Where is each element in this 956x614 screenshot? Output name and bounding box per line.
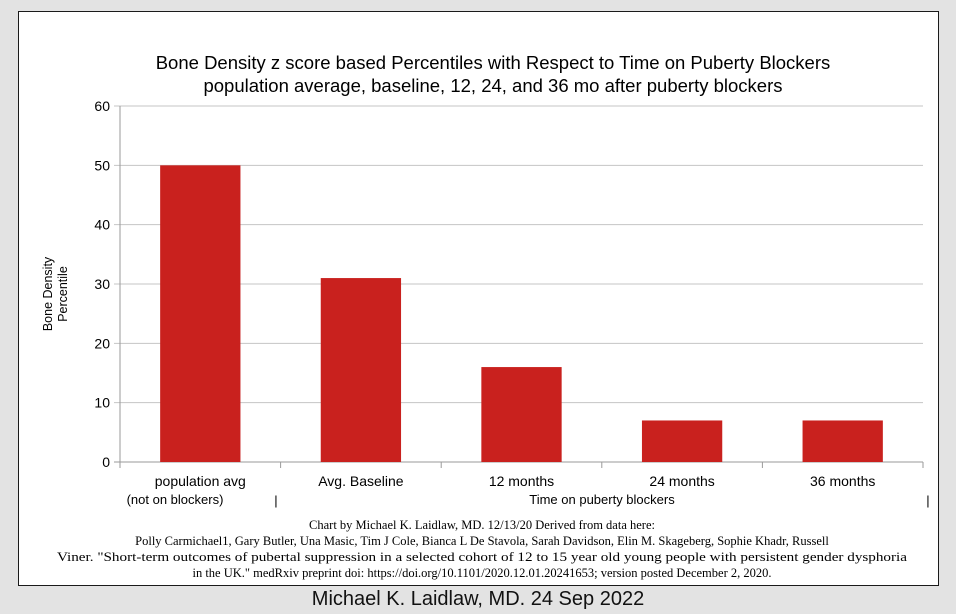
bars (160, 165, 883, 463)
y-tick-label: 40 (94, 217, 110, 233)
group-label-not-on-blockers: (not on blockers) (127, 492, 224, 507)
x-tick-label: 36 months (810, 473, 875, 489)
bar-36-months (802, 420, 883, 462)
bar-population-avg (160, 165, 241, 463)
credit-line-1: Chart by Michael K. Laidlaw, MD. 12/13/2… (309, 518, 655, 532)
bar-avg-baseline (320, 278, 402, 462)
y-tick-label: 20 (94, 335, 110, 351)
credit-line-2: Polly Carmichael1, Gary Butler, Una Masi… (135, 534, 829, 548)
bar-12-months (481, 367, 562, 462)
bar-24-months (641, 420, 723, 462)
x-tick-label: population avg (155, 473, 246, 489)
group-separator-left: | (274, 493, 277, 508)
group-label-time-on-blockers: Time on puberty blockers (529, 492, 675, 507)
x-tick-label: Avg. Baseline (318, 473, 404, 489)
y-tick-label: 0 (102, 454, 110, 470)
y-tick-label: 10 (94, 395, 110, 411)
y-axis-label-line1: Bone Density (41, 256, 55, 331)
y-axis-label-line2: Percentile (56, 266, 70, 322)
y-tick-label: 50 (94, 157, 110, 173)
y-axis-ticks: 0 10 20 30 40 50 60 (94, 98, 110, 470)
credit-line-4: in the UK." medRxiv preprint doi: https:… (192, 566, 771, 580)
x-tick-label: 12 months (489, 473, 554, 489)
chart-subtitle: population average, baseline, 12, 24, an… (203, 75, 782, 96)
x-tick-label: 24 months (649, 473, 714, 489)
footer-caption: Michael K. Laidlaw, MD. 24 Sep 2022 (311, 588, 645, 610)
x-axis-ticks: population avg Avg. Baseline 12 months 24 m… (119, 462, 924, 489)
gridlines (114, 105, 923, 463)
chart-title: Bone Density z score based Percentiles w… (156, 52, 831, 73)
y-tick-label: 60 (94, 98, 110, 114)
group-separator-right: | (926, 493, 929, 508)
credit-line-3: Viner. "Short-term outcomes of pubertal … (57, 550, 908, 564)
y-tick-label: 30 (94, 276, 110, 292)
